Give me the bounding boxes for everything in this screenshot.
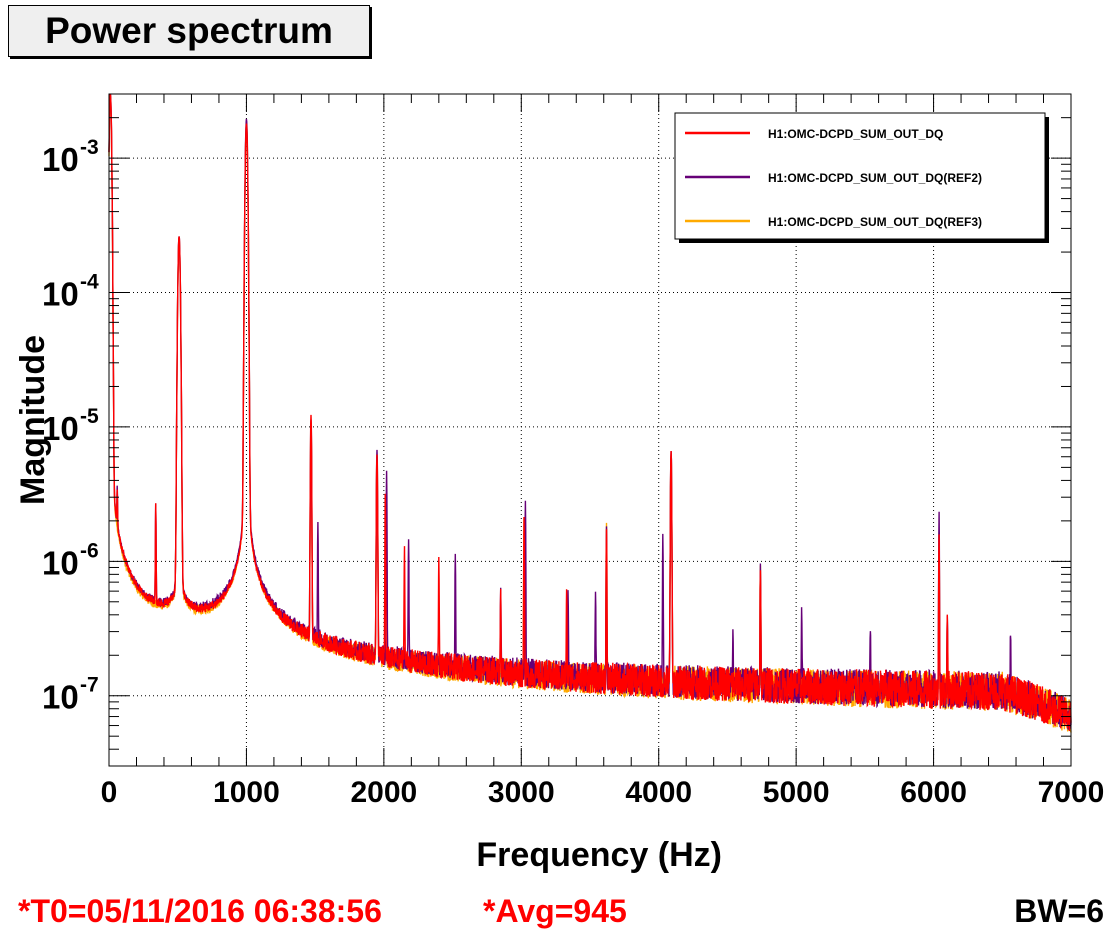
x-tick-label: 5000 xyxy=(763,776,830,809)
x-axis-label: Frequency (Hz) xyxy=(476,836,722,874)
y-tick-label-base: 10 xyxy=(42,679,79,716)
y-tick-label-base: 10 xyxy=(42,141,79,178)
y-tick-label-exp: -7 xyxy=(80,674,99,697)
legend-entry: H1:OMC-DCPD_SUM_OUT_DQ(REF3) xyxy=(768,215,982,229)
y-tick-label-base: 10 xyxy=(42,544,79,581)
x-tick-labels: 0 1000 2000 3000 4000 5000 6000 7000 xyxy=(101,776,1105,809)
chart-title: Power spectrum xyxy=(45,10,333,51)
y-axis-label: Magnitude xyxy=(14,335,52,505)
bw-label: BW=6 xyxy=(1014,893,1104,929)
x-tick-label: 1000 xyxy=(213,776,280,809)
y-tick-label-base: 10 xyxy=(42,276,79,313)
x-tick-label: 4000 xyxy=(625,776,692,809)
avg-label: *Avg=945 xyxy=(483,893,627,929)
t0-label: *T0=05/11/2016 06:38:56 xyxy=(18,893,382,929)
y-tick-labels: 10-710-610-510-410-3 xyxy=(42,136,99,716)
y-tick-label-exp: -5 xyxy=(80,405,99,428)
x-tick-label: 6000 xyxy=(900,776,967,809)
y-tick-label-exp: -4 xyxy=(80,271,99,294)
x-tick-label: 3000 xyxy=(488,776,555,809)
y-tick-label-exp: -3 xyxy=(80,136,99,159)
series-line-main xyxy=(108,93,1072,732)
series-layer xyxy=(108,93,1072,733)
y-tick-label-exp: -6 xyxy=(80,539,99,562)
x-tick-label: 2000 xyxy=(350,776,417,809)
plot-frame xyxy=(108,93,1072,767)
legend-entry: H1:OMC-DCPD_SUM_OUT_DQ(REF2) xyxy=(768,171,982,185)
legend: H1:OMC-DCPD_SUM_OUT_DQ H1:OMC-DCPD_SUM_OU… xyxy=(674,112,1049,243)
title-box: Power spectrum xyxy=(8,5,370,57)
spectrum-plot: 0 1000 2000 3000 4000 5000 6000 7000 10-710-610… xyxy=(14,93,1105,874)
y-tick-label-base: 10 xyxy=(42,410,79,447)
axis-ticks xyxy=(108,93,1072,767)
x-tick-label: 7000 xyxy=(1038,776,1105,809)
legend-entry: H1:OMC-DCPD_SUM_OUT_DQ xyxy=(768,127,943,141)
x-tick-label: 0 xyxy=(101,776,118,809)
